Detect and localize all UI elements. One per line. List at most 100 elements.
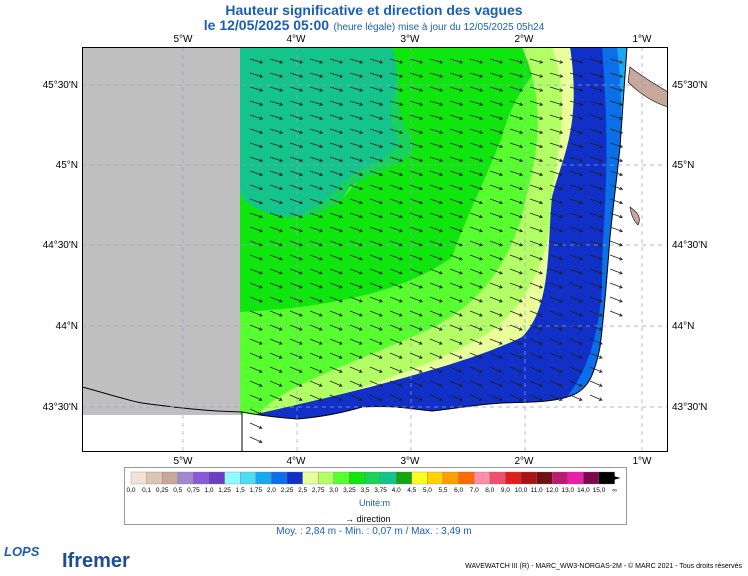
direction-arrow [349, 338, 363, 345]
map-subtitle: le 12/05/2025 05:00 (heure légale) mise … [0, 17, 748, 35]
direction-arrow [489, 240, 503, 246]
direction-arrow [409, 296, 423, 303]
direction-arrow-head [339, 116, 344, 120]
direction-arrow [429, 156, 443, 162]
direction-arrow-head [318, 397, 323, 401]
direction-arrow-head [499, 60, 504, 64]
direction-arrow [589, 324, 603, 331]
direction-arrow [389, 128, 403, 134]
direction-arrow [489, 114, 503, 120]
direction-arrow-head [259, 200, 264, 205]
direction-arrow-head [558, 383, 563, 387]
map-frame [82, 47, 668, 452]
direction-arrow [589, 212, 603, 218]
direction-arrow-head [498, 355, 503, 359]
direction-arrow-head [419, 186, 424, 191]
direction-arrow [509, 114, 523, 120]
direction-arrow-head [579, 186, 584, 191]
direction-arrow [589, 58, 603, 64]
direction-arrow [289, 184, 303, 190]
direction-arrow [249, 184, 263, 190]
direction-arrow [269, 128, 283, 134]
direction-arrow [349, 212, 363, 218]
credit-line: WAVEWATCH III (R) - MARC_WW3-NORGAS-2M -… [465, 563, 742, 570]
direction-arrow [489, 100, 503, 106]
direction-arrow-head [439, 60, 444, 64]
legend-tick-label: 11,0 [530, 487, 543, 494]
direction-arrow [329, 170, 343, 176]
legend-tick-label: 3,25 [343, 487, 356, 494]
direction-arrow-head [339, 186, 344, 191]
direction-arrow [429, 380, 443, 387]
direction-arrow-head [379, 130, 384, 134]
direction-arrow [249, 338, 263, 345]
direction-arrow [249, 408, 263, 415]
direction-arrow-head [419, 214, 424, 219]
direction-arrow-head [619, 285, 623, 289]
direction-arrow-head [319, 130, 324, 134]
direction-arrow [489, 324, 503, 331]
direction-arrow-head [319, 116, 324, 120]
direction-arrow-head [419, 285, 423, 289]
wave-height-map[interactable] [82, 47, 668, 452]
direction-arrow [309, 310, 323, 317]
direction-arrow [349, 100, 363, 106]
direction-arrow-head [419, 200, 424, 205]
direction-arrow-head [599, 88, 604, 92]
direction-arrow-head [519, 285, 523, 289]
direction-arrow [349, 282, 363, 289]
direction-arrow [429, 324, 443, 331]
direction-arrow [509, 268, 523, 274]
direction-arrow-head [299, 116, 304, 120]
direction-arrow [309, 296, 323, 303]
direction-arrow-head [399, 130, 404, 134]
direction-arrow [589, 156, 603, 162]
direction-arrow-head [299, 130, 304, 134]
direction-arrow-head [259, 242, 263, 247]
direction-arrow-head [498, 397, 503, 401]
direction-arrow [329, 268, 343, 274]
direction-arrow [469, 268, 483, 274]
direction-arrow-head [499, 130, 504, 134]
direction-arrow [369, 72, 383, 78]
direction-arrow-head [379, 242, 383, 247]
direction-arrow-head [419, 60, 424, 64]
direction-arrow [469, 128, 483, 134]
direction-arrow [329, 240, 343, 246]
direction-arrow-head [278, 383, 283, 387]
direction-arrow [409, 240, 423, 246]
direction-arrow [489, 310, 503, 317]
direction-arrow [609, 296, 623, 303]
direction-arrow-head [299, 186, 304, 191]
direction-arrow [509, 296, 523, 303]
direction-arrow-head [519, 313, 523, 317]
direction-arrow-head [619, 214, 624, 219]
direction-arrow-head [499, 214, 504, 219]
direction-arrow-head [419, 341, 423, 345]
legend-tick-label: ∞ [612, 487, 617, 494]
direction-arrow-head [299, 327, 303, 331]
direction-arrow-head [399, 144, 404, 148]
direction-arrow-head [619, 158, 624, 163]
direction-arrow [289, 142, 303, 148]
direction-arrow-head [499, 144, 504, 148]
direction-arrow [609, 170, 623, 176]
direction-arrow [529, 72, 543, 78]
direction-arrow [309, 170, 323, 176]
direction-arrow-head [579, 88, 584, 92]
direction-arrow [309, 212, 323, 218]
direction-arrow [349, 310, 363, 317]
direction-arrow [269, 226, 283, 232]
direction-arrow-head [338, 383, 343, 387]
direction-arrow [369, 142, 383, 148]
direction-arrow [589, 310, 603, 317]
direction-arrow-head [359, 200, 364, 205]
direction-arrow [289, 394, 303, 401]
direction-arrow-head [599, 116, 604, 120]
direction-arrow-head [318, 383, 323, 387]
direction-arrow [409, 282, 423, 289]
direction-arrow [569, 366, 583, 373]
update-note: (heure légale) mise à jour du 12/05/2025… [333, 22, 545, 33]
direction-arrow [529, 254, 543, 260]
direction-arrow [469, 254, 483, 260]
